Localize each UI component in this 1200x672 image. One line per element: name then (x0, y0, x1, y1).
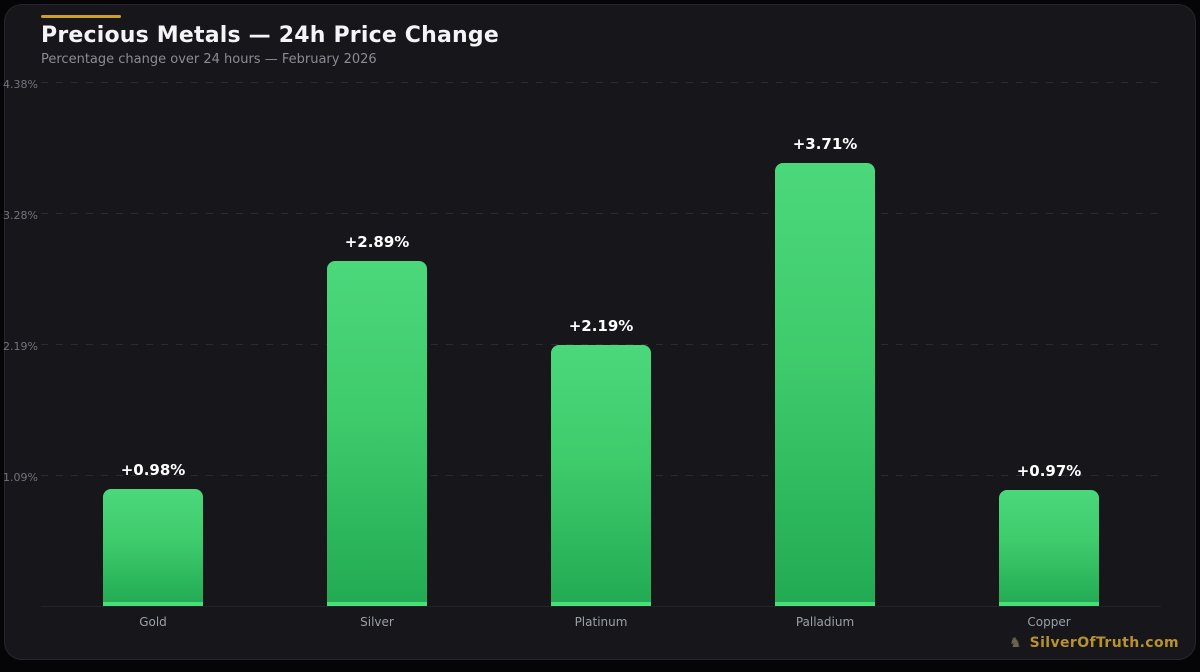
y-tick-label: 1.09% (3, 470, 38, 484)
gridline (41, 343, 1161, 345)
bar-group: +2.89% Silver (265, 83, 489, 629)
watermark-crest-icon: ♞ (1009, 635, 1022, 651)
x-tick-label: Palladium (795, 615, 855, 629)
bar-base-strip (551, 602, 651, 606)
x-axis-baseline (41, 606, 1161, 607)
bar (999, 490, 1099, 606)
x-tick-label: Gold (139, 615, 167, 629)
plot-area: 1.09% 2.19% 3.28% 4.38% +0.98% Gold +2.89% Silv… (3, 78, 1161, 629)
bar-base-strip (327, 602, 427, 606)
bar-value-label: +3.71% (792, 135, 858, 154)
x-tick-label: Platinum (574, 615, 628, 629)
bar-group: +0.97% Copper (937, 83, 1161, 629)
bar-value-label: +0.98% (120, 460, 186, 479)
y-tick-label: 3.28% (3, 209, 38, 223)
y-tick-label: 4.38% (3, 78, 38, 91)
bar (327, 260, 427, 606)
bar (551, 344, 651, 606)
bar-base-strip (775, 602, 875, 606)
accent-line (41, 15, 121, 18)
gridline (41, 213, 1161, 215)
x-tick-label: Silver (360, 615, 394, 629)
bar-base-strip (103, 602, 203, 606)
x-tick-label: Copper (1027, 615, 1071, 629)
chart-panel: Precious Metals — 24h Price Change Perce… (3, 4, 1196, 660)
watermark: ♞ SilverOfTruth.com (1009, 635, 1179, 651)
bar-group: +2.19% Platinum (489, 83, 713, 629)
y-tick-label: 2.19% (3, 339, 38, 353)
bar (775, 163, 875, 606)
bar-value-label: +0.97% (1016, 462, 1082, 481)
chart-subtitle: Percentage change over 24 hours — Februa… (41, 52, 377, 67)
bar-value-label: +2.19% (568, 316, 634, 335)
bar-group: +0.98% Gold (41, 83, 265, 629)
bar-value-label: +2.89% (344, 232, 410, 251)
bar-base-strip (999, 602, 1099, 606)
chart-title: Precious Metals — 24h Price Change (41, 23, 499, 48)
watermark-text: SilverOfTruth.com (1029, 635, 1179, 651)
bar-group: +3.71% Palladium (713, 83, 937, 629)
bar (103, 488, 203, 606)
gridline (41, 82, 1161, 83)
